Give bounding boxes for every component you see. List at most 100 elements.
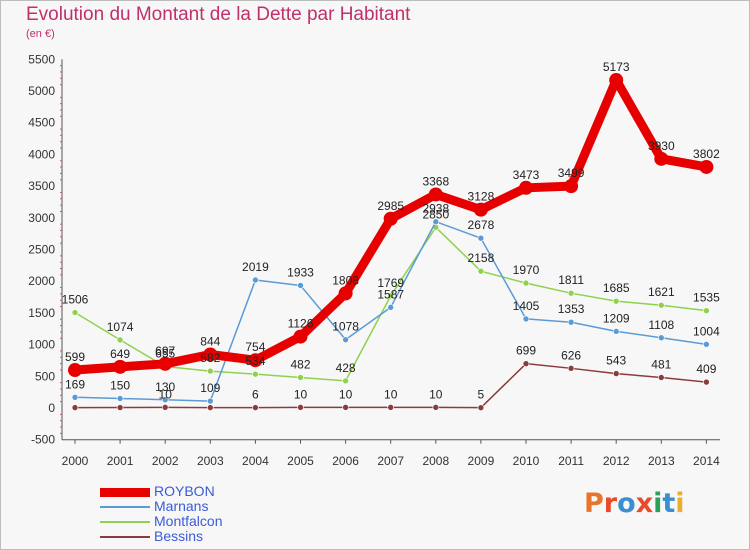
data-point-roybon [248,353,263,368]
data-label-montfalcon: 428 [336,361,356,375]
data-label-montfalcon: 534 [245,354,265,368]
data-point-montfalcon [252,370,259,378]
x-tick-label: 2013 [648,454,675,468]
data-point-marnans [432,218,440,226]
legend-label: Marnans [154,498,209,514]
data-label-bessins: 10 [429,387,443,401]
x-tick-label: 2009 [468,454,495,468]
data-label-marnans: 109 [200,381,220,395]
data-label-bessins: 6 [252,388,259,402]
x-tick-label: 2000 [62,454,89,468]
data-point-roybon [473,202,488,217]
data-label-montfalcon: 1769 [377,276,404,290]
data-label-marnans: 2019 [242,260,269,274]
data-label-marnans: 169 [65,377,85,391]
data-label-bessins: 409 [696,362,716,376]
data-label-bessins: 10 [384,387,398,401]
legend-swatch [100,488,150,497]
data-point-montfalcon [657,301,665,309]
y-tick-label: 5000 [28,84,55,98]
legend-label: Montfalcon [154,513,223,529]
y-tick-label: 4500 [28,116,55,130]
y-tick-label: 3500 [28,179,55,193]
y-tick-label: -500 [31,433,55,447]
data-label-marnans: 1587 [377,287,404,301]
legend-item-roybon: ROYBON [100,483,320,499]
data-point-bessins [477,404,485,411]
data-point-marnans [703,341,710,348]
data-label-montfalcon: 1074 [107,320,134,334]
data-label-montfalcon: 1621 [648,285,675,299]
data-label-roybon: 3930 [648,139,675,153]
data-label-montfalcon: 1685 [603,281,630,295]
data-label-bessins: 543 [606,354,626,368]
data-label-marnans: 1108 [648,318,674,332]
data-point-roybon [338,286,353,301]
data-label-roybon: 1808 [332,273,359,287]
data-point-bessins [432,404,440,411]
data-point-bessins [342,404,349,411]
data-point-marnans [116,395,124,402]
data-point-montfalcon [342,377,349,385]
data-point-roybon [113,359,128,374]
data-point-montfalcon [522,279,530,287]
y-tick-label: 5500 [28,52,55,66]
data-label-roybon: 3128 [468,190,495,204]
data-point-bessins [116,404,124,411]
data-label-bessins: 10 [339,387,353,401]
data-label-marnans: 2678 [468,218,495,232]
data-point-roybon [564,179,579,194]
data-label-montfalcon: 482 [290,357,310,371]
data-point-roybon [428,187,443,202]
x-tick-label: 2002 [152,454,179,468]
data-point-roybon [699,159,714,174]
data-point-bessins [207,404,214,411]
legend-label: Bessins [154,528,204,544]
data-label-montfalcon: 1811 [558,273,584,287]
data-point-montfalcon [116,336,124,344]
data-point-montfalcon [71,309,79,316]
data-label-montfalcon: 582 [200,351,220,365]
data-label-bessins: 10 [294,387,308,401]
y-tick-label: 1500 [28,306,55,320]
data-point-marnans [161,396,169,404]
data-label-montfalcon: 1970 [513,263,540,277]
data-point-montfalcon [207,367,214,375]
data-point-bessins [297,404,304,411]
data-label-roybon: 3368 [422,174,449,188]
data-point-marnans [252,276,259,284]
data-point-montfalcon [387,292,395,300]
data-label-roybon: 3473 [513,168,540,182]
data-point-roybon [203,347,218,362]
data-point-marnans [71,393,79,401]
y-tick-label: 1000 [28,338,55,352]
x-tick-label: 2010 [513,454,540,468]
data-label-marnans: 1405 [513,299,540,313]
legend-item-montfalcon: Montfalcon [100,513,320,529]
data-point-marnans [612,328,620,335]
data-label-bessins: 10 [159,387,173,401]
data-label-montfalcon: 655 [155,346,175,360]
data-label-roybon: 3802 [693,147,720,161]
data-point-marnans [387,304,395,311]
data-point-montfalcon [297,374,304,381]
data-label-marnans: 150 [110,378,130,392]
data-point-roybon [383,211,398,226]
data-point-bessins [71,404,79,411]
x-tick-label: 2011 [558,454,584,468]
x-tick-label: 2003 [197,454,224,468]
proxiti-logo: Proxiti [584,488,685,519]
data-point-marnans [342,336,349,343]
data-label-marnans: 1209 [603,311,630,325]
data-point-montfalcon [477,267,485,275]
data-label-bessins: 5 [478,388,485,402]
y-tick-label: 500 [35,369,55,383]
y-tick-label: 4000 [28,147,55,161]
x-tick-label: 2008 [422,454,449,468]
y-tick-label: 2500 [28,243,55,257]
data-point-roybon [609,73,624,88]
legend-item-bessins: Bessins [100,528,320,544]
x-tick-label: 2005 [287,454,314,468]
data-point-bessins [612,370,620,377]
data-point-marnans [207,397,214,405]
